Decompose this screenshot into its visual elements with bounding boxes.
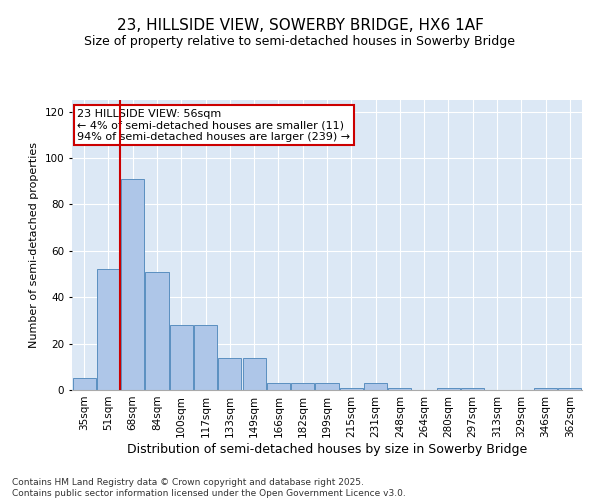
Text: Size of property relative to semi-detached houses in Sowerby Bridge: Size of property relative to semi-detach… bbox=[85, 35, 515, 48]
X-axis label: Distribution of semi-detached houses by size in Sowerby Bridge: Distribution of semi-detached houses by … bbox=[127, 442, 527, 456]
Bar bbox=[437, 388, 460, 390]
Bar bbox=[73, 378, 95, 390]
Bar bbox=[461, 388, 484, 390]
Bar bbox=[559, 388, 581, 390]
Bar bbox=[267, 383, 290, 390]
Text: 23 HILLSIDE VIEW: 56sqm
← 4% of semi-detached houses are smaller (11)
94% of sem: 23 HILLSIDE VIEW: 56sqm ← 4% of semi-det… bbox=[77, 108, 350, 142]
Bar bbox=[97, 270, 120, 390]
Bar bbox=[340, 388, 363, 390]
Bar bbox=[291, 383, 314, 390]
Text: 23, HILLSIDE VIEW, SOWERBY BRIDGE, HX6 1AF: 23, HILLSIDE VIEW, SOWERBY BRIDGE, HX6 1… bbox=[116, 18, 484, 32]
Bar bbox=[170, 325, 193, 390]
Text: Contains HM Land Registry data © Crown copyright and database right 2025.
Contai: Contains HM Land Registry data © Crown c… bbox=[12, 478, 406, 498]
Bar bbox=[194, 325, 217, 390]
Bar bbox=[316, 383, 338, 390]
Y-axis label: Number of semi-detached properties: Number of semi-detached properties bbox=[29, 142, 39, 348]
Bar bbox=[242, 358, 266, 390]
Bar bbox=[364, 383, 387, 390]
Bar bbox=[121, 179, 144, 390]
Bar bbox=[218, 358, 241, 390]
Bar bbox=[388, 388, 412, 390]
Bar bbox=[145, 272, 169, 390]
Bar bbox=[534, 388, 557, 390]
